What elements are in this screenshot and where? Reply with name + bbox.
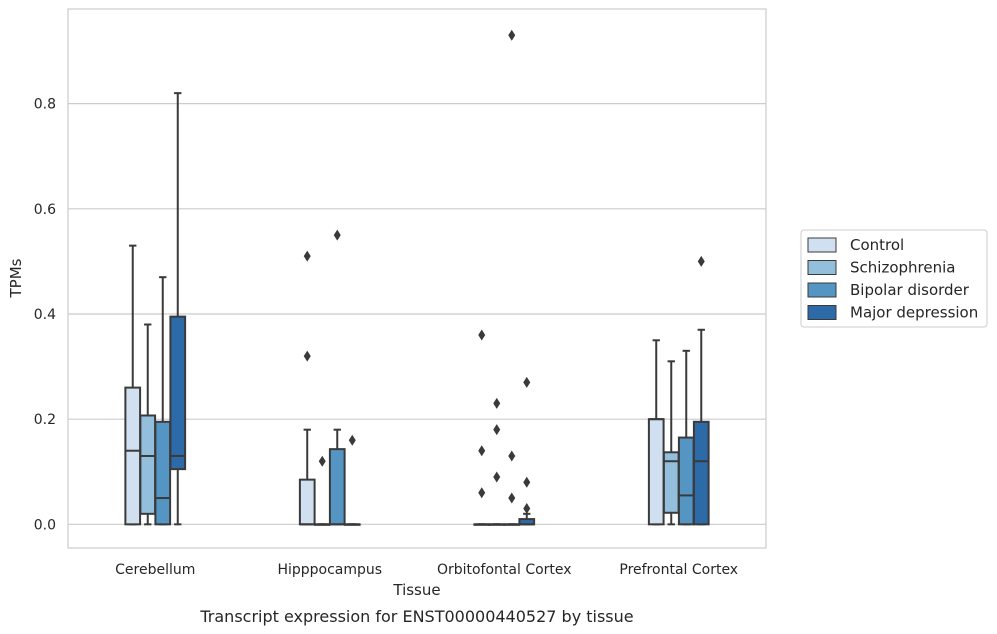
y-tick-label: 0.0 [34, 517, 56, 533]
box-2-3 [518, 376, 536, 526]
outlier-point [493, 397, 501, 409]
x-axis-title: Tissue [392, 581, 440, 599]
box [647, 418, 665, 526]
outlier-point [523, 376, 531, 388]
legend-swatch [807, 282, 837, 298]
box [328, 448, 346, 526]
x-tick-label: Cerebellum [115, 562, 195, 578]
legend: Control Schizophrenia Bipolar disorder Majo… [800, 229, 988, 328]
outlier-point [697, 255, 705, 267]
box [677, 436, 695, 526]
y-axis-title: TPMs [7, 258, 25, 298]
box-0-1 [139, 323, 157, 526]
legend-swatch [807, 260, 837, 275]
outlier-point [493, 424, 501, 436]
legend-label: Major depression [850, 304, 978, 322]
box-1-1 [313, 455, 331, 526]
box-0-2 [154, 276, 172, 526]
outlier-point [493, 471, 501, 483]
outlier-point [303, 250, 311, 262]
y-tick-label: 0.8 [34, 97, 56, 113]
legend-swatch [807, 237, 837, 253]
legend-label: Bipolar disorder [850, 281, 970, 299]
outlier-point [508, 492, 516, 504]
x-tick-labels: Cerebellum Hipppocampus Orbitofontal Corte… [115, 562, 738, 578]
chart-caption: Transcript expression for ENST0000044052… [199, 607, 633, 626]
legend-frame [800, 229, 988, 328]
x-tick-label: Hipppocampus [277, 562, 382, 578]
box [169, 315, 187, 471]
outlier-point [478, 329, 486, 341]
legend-swatch [807, 305, 837, 320]
outlier-point [333, 229, 341, 241]
box [124, 386, 142, 526]
box [154, 420, 172, 526]
outlier-point [348, 434, 356, 446]
y-tick-labels: 0.0 0.2 0.4 0.6 0.8 [34, 97, 56, 534]
box-1-0 [298, 250, 316, 526]
outlier-point [523, 503, 531, 515]
plot-frame [67, 8, 767, 549]
outlier-point [523, 476, 531, 488]
x-tick-label: Orbitofontal Cortex [437, 562, 572, 578]
legend-label: Control [850, 236, 904, 254]
outlier-point [478, 445, 486, 457]
box-2-2 [503, 29, 521, 526]
legend-label: Schizophrenia [850, 259, 955, 277]
box [298, 478, 316, 526]
y-tick-label: 0.2 [34, 412, 56, 428]
box-3-0 [647, 339, 665, 526]
box-2-1 [488, 397, 506, 526]
outlier-point [478, 487, 486, 499]
box [692, 420, 710, 526]
box-0-3 [169, 92, 187, 526]
boxes [124, 29, 710, 526]
box-1-2 [328, 229, 346, 526]
box-3-3 [692, 255, 710, 526]
box-3-1 [662, 360, 680, 526]
box-0-0 [124, 244, 142, 526]
y-tick-label: 0.4 [34, 307, 56, 323]
x-tick-label: Prefrontal Cortex [619, 562, 738, 578]
outlier-point [508, 450, 516, 462]
y-tick-label: 0.6 [34, 202, 56, 218]
outlier-point [508, 29, 516, 41]
box-3-2 [677, 349, 695, 526]
box-1-3 [343, 434, 361, 526]
box-2-0 [473, 329, 491, 526]
legend-entries: Control Schizophrenia Bipolar disorder Majo… [807, 236, 978, 322]
box [139, 414, 157, 515]
outlier-point [318, 455, 326, 467]
outlier-point [303, 350, 311, 362]
